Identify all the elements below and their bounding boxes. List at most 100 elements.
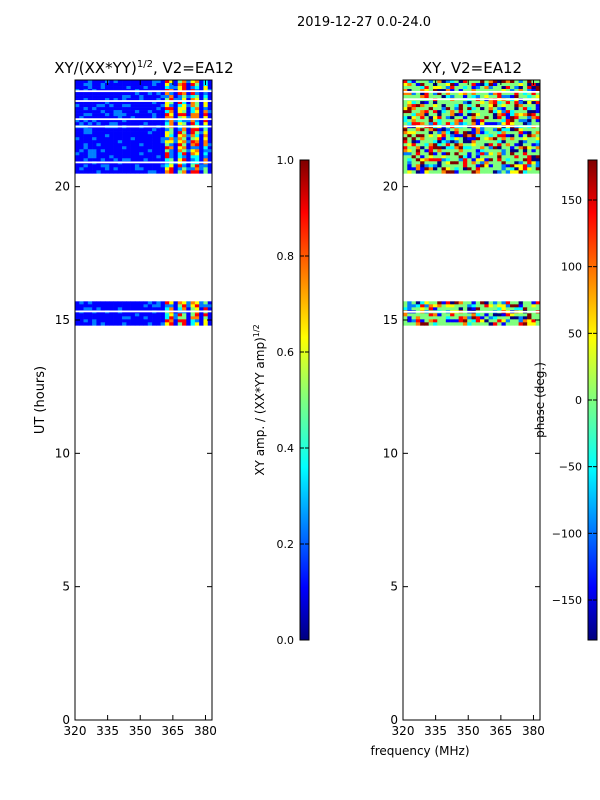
heatmap-cell — [203, 110, 209, 114]
heatmap-cell — [535, 313, 541, 317]
heatmap-cell — [96, 167, 101, 171]
heatmap-cell — [199, 86, 204, 90]
heatmap-cell — [169, 119, 174, 123]
heatmap-cell — [96, 307, 101, 311]
heatmap-cell — [207, 116, 213, 120]
heatmap-cell — [173, 113, 179, 117]
heatmap-cell — [480, 86, 485, 90]
heatmap-cell — [203, 107, 209, 111]
heatmap-cell — [134, 313, 140, 317]
heatmap-cell — [475, 101, 481, 105]
heatmap-cell — [437, 158, 442, 162]
heatmap-cell — [100, 113, 106, 117]
heatmap-cell — [403, 158, 408, 162]
heatmap-cell — [411, 170, 417, 174]
heatmap-cell — [445, 101, 451, 105]
heatmap-cell — [139, 122, 144, 126]
heatmap-cell — [109, 80, 114, 84]
heatmap-cell — [92, 98, 97, 102]
heatmap-cell — [160, 301, 166, 305]
heatmap-cell — [194, 101, 200, 105]
heatmap-cell — [126, 319, 131, 323]
heatmap-cell — [113, 80, 119, 84]
heatmap-cell — [182, 319, 187, 323]
heatmap-cell — [514, 113, 519, 117]
heatmap-cell — [510, 164, 515, 168]
heatmap-cell — [194, 110, 200, 114]
heatmap-cell — [527, 158, 532, 162]
heatmap-cell — [488, 319, 494, 323]
heatmap-cell — [432, 122, 438, 126]
heatmap-cell — [415, 86, 421, 90]
heatmap-cell — [190, 319, 196, 323]
heatmap-cell — [445, 170, 451, 174]
heatmap-cell — [407, 95, 412, 99]
heatmap-cell — [480, 95, 485, 99]
heatmap-cell — [92, 167, 97, 171]
heatmap-cell — [420, 101, 425, 105]
heatmap-cell — [117, 116, 123, 120]
heatmap-cell — [160, 98, 166, 102]
heatmap-cell — [160, 83, 166, 87]
heatmap-cell — [450, 161, 455, 165]
heatmap-cell — [531, 95, 537, 99]
heatmap-cell — [122, 140, 127, 144]
heatmap-cell — [160, 113, 166, 117]
heatmap-cell — [458, 319, 464, 323]
heatmap-cell — [147, 134, 153, 138]
heatmap-cell — [173, 319, 179, 323]
heatmap-cell — [156, 304, 161, 308]
heatmap-cell — [134, 140, 140, 144]
heatmap-cell — [531, 89, 537, 93]
heatmap-cell — [190, 137, 196, 141]
heatmap-cell — [411, 134, 417, 138]
heatmap-cell — [109, 110, 114, 114]
heatmap-cell — [415, 143, 421, 147]
heatmap-cell — [492, 164, 498, 168]
heatmap-cell — [424, 92, 429, 96]
heatmap-cell — [514, 122, 519, 126]
heatmap-cell — [130, 95, 136, 99]
heatmap-cell — [484, 110, 489, 114]
heatmap-cell — [160, 170, 166, 174]
heatmap-cell — [109, 167, 114, 171]
heatmap-cell — [441, 155, 447, 159]
heatmap-cell — [454, 167, 459, 171]
heatmap-cell — [199, 322, 204, 326]
heatmap-cell — [527, 134, 532, 138]
heatmap-cell — [75, 110, 80, 114]
heatmap-cell — [199, 143, 204, 147]
heatmap-cell — [467, 107, 472, 111]
heatmap-cell — [403, 322, 408, 326]
heatmap-cell — [87, 131, 93, 135]
heatmap-cell — [173, 137, 179, 141]
heatmap-cell — [432, 167, 438, 171]
heatmap-cell — [92, 113, 97, 117]
colorbar-tick-label: 0 — [575, 394, 582, 407]
heatmap-cell — [113, 86, 119, 90]
heatmap-cell — [531, 307, 537, 311]
heatmap-cell — [462, 307, 468, 311]
heatmap-cell — [117, 170, 123, 174]
heatmap-cell — [475, 89, 481, 93]
heatmap-cell — [531, 107, 537, 111]
heatmap-cell — [182, 164, 187, 168]
heatmap-cell — [139, 170, 144, 174]
heatmap-cell — [484, 101, 489, 105]
heatmap-cell — [92, 131, 97, 135]
heatmap-cell — [484, 131, 489, 135]
heatmap-cell — [143, 113, 149, 117]
heatmap-cell — [75, 116, 80, 120]
heatmap-cell — [480, 119, 485, 123]
heatmap-cell — [207, 149, 213, 153]
x-tick-label: 335 — [96, 724, 119, 738]
heatmap-cell — [471, 92, 477, 96]
heatmap-cell — [96, 143, 101, 147]
heatmap-cell — [92, 152, 97, 156]
heatmap-cell — [87, 140, 93, 144]
heatmap-cell — [134, 137, 140, 141]
flagged-row — [75, 310, 212, 313]
heatmap-cell — [147, 101, 153, 105]
heatmap-cell — [484, 164, 489, 168]
